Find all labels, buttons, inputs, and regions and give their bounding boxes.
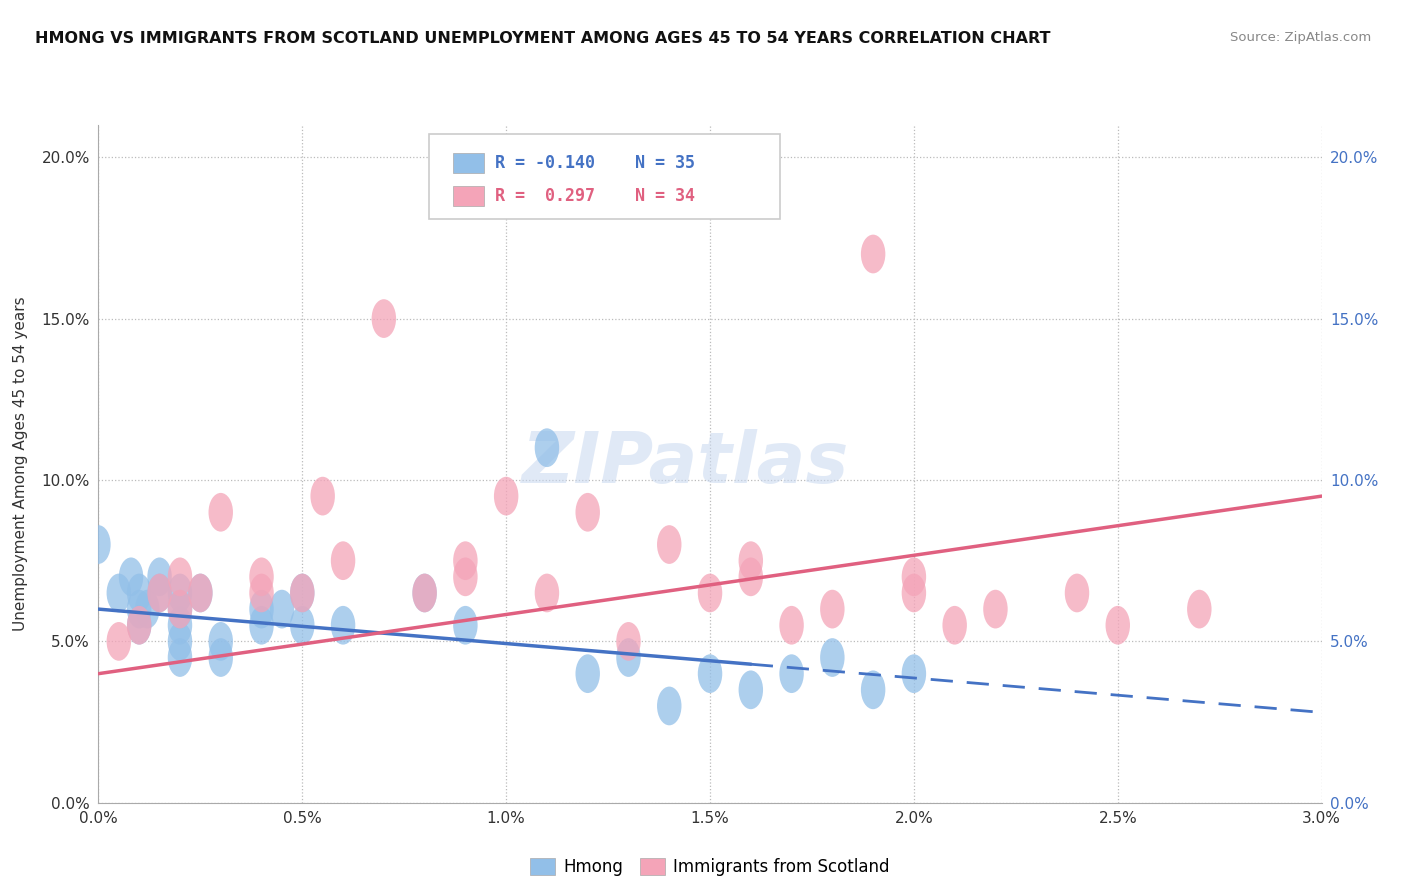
Ellipse shape <box>330 606 356 645</box>
Ellipse shape <box>575 655 600 693</box>
Ellipse shape <box>942 606 967 645</box>
Ellipse shape <box>208 493 233 532</box>
Ellipse shape <box>1187 590 1212 629</box>
Ellipse shape <box>249 574 274 612</box>
Ellipse shape <box>657 687 682 725</box>
Ellipse shape <box>779 655 804 693</box>
Ellipse shape <box>290 574 315 612</box>
Text: R = -0.140    N = 35: R = -0.140 N = 35 <box>495 154 695 172</box>
Ellipse shape <box>453 606 478 645</box>
Ellipse shape <box>412 574 437 612</box>
Ellipse shape <box>86 525 111 564</box>
Ellipse shape <box>249 606 274 645</box>
Y-axis label: Unemployment Among Ages 45 to 54 years: Unemployment Among Ages 45 to 54 years <box>13 296 28 632</box>
Ellipse shape <box>1064 574 1090 612</box>
Ellipse shape <box>290 606 315 645</box>
Ellipse shape <box>616 622 641 661</box>
Ellipse shape <box>534 428 560 467</box>
Ellipse shape <box>453 558 478 596</box>
Ellipse shape <box>167 622 193 661</box>
Ellipse shape <box>901 558 927 596</box>
Ellipse shape <box>167 606 193 645</box>
Ellipse shape <box>127 606 152 645</box>
Text: ZIPatlas: ZIPatlas <box>522 429 849 499</box>
Ellipse shape <box>534 574 560 612</box>
Ellipse shape <box>270 590 294 629</box>
Ellipse shape <box>167 638 193 677</box>
Ellipse shape <box>575 493 600 532</box>
Ellipse shape <box>697 574 723 612</box>
Ellipse shape <box>167 574 193 612</box>
Ellipse shape <box>249 590 274 629</box>
Ellipse shape <box>135 590 160 629</box>
Ellipse shape <box>120 558 143 596</box>
Ellipse shape <box>188 574 212 612</box>
Ellipse shape <box>738 541 763 580</box>
Ellipse shape <box>330 541 356 580</box>
Ellipse shape <box>127 606 152 645</box>
Ellipse shape <box>148 574 172 612</box>
Text: R =  0.297    N = 34: R = 0.297 N = 34 <box>495 187 695 205</box>
Legend: Hmong, Immigrants from Scotland: Hmong, Immigrants from Scotland <box>523 851 897 882</box>
Ellipse shape <box>901 574 927 612</box>
Ellipse shape <box>371 299 396 338</box>
Ellipse shape <box>107 574 131 612</box>
Ellipse shape <box>208 638 233 677</box>
Ellipse shape <box>820 590 845 629</box>
Ellipse shape <box>167 558 193 596</box>
Ellipse shape <box>107 622 131 661</box>
Ellipse shape <box>167 590 193 629</box>
Ellipse shape <box>494 476 519 516</box>
Ellipse shape <box>412 574 437 612</box>
Ellipse shape <box>148 558 172 596</box>
Ellipse shape <box>249 558 274 596</box>
Ellipse shape <box>311 476 335 516</box>
Ellipse shape <box>901 655 927 693</box>
Ellipse shape <box>148 574 172 612</box>
Ellipse shape <box>820 638 845 677</box>
Ellipse shape <box>983 590 1008 629</box>
Ellipse shape <box>127 590 152 629</box>
Ellipse shape <box>657 525 682 564</box>
Ellipse shape <box>779 606 804 645</box>
Text: HMONG VS IMMIGRANTS FROM SCOTLAND UNEMPLOYMENT AMONG AGES 45 TO 54 YEARS CORRELA: HMONG VS IMMIGRANTS FROM SCOTLAND UNEMPL… <box>35 31 1050 46</box>
Ellipse shape <box>616 638 641 677</box>
Ellipse shape <box>290 574 315 612</box>
Ellipse shape <box>208 622 233 661</box>
Ellipse shape <box>738 671 763 709</box>
Text: Source: ZipAtlas.com: Source: ZipAtlas.com <box>1230 31 1371 45</box>
Ellipse shape <box>167 590 193 629</box>
Ellipse shape <box>860 671 886 709</box>
Ellipse shape <box>697 655 723 693</box>
Ellipse shape <box>738 558 763 596</box>
Ellipse shape <box>127 574 152 612</box>
Ellipse shape <box>188 574 212 612</box>
Ellipse shape <box>860 235 886 273</box>
Ellipse shape <box>453 541 478 580</box>
Ellipse shape <box>1105 606 1130 645</box>
